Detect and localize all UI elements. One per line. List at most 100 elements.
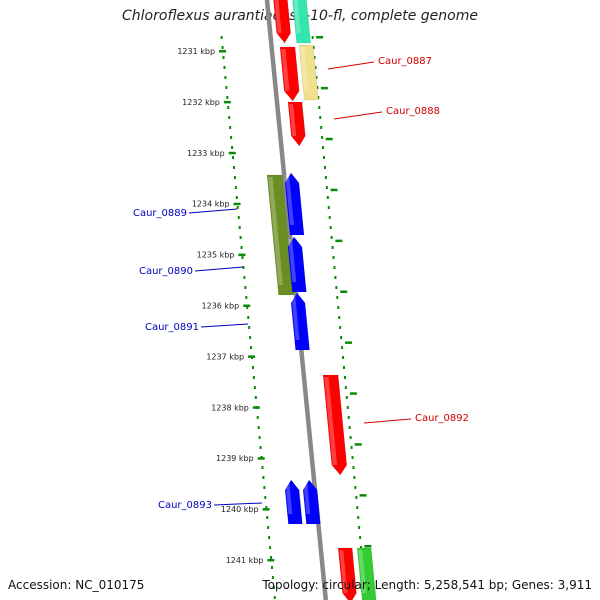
track-dot	[332, 256, 335, 259]
tick-mark-right	[316, 36, 324, 39]
track-dot	[335, 286, 338, 289]
track-dot	[248, 326, 251, 329]
track-dot	[359, 536, 362, 539]
track-dot	[232, 166, 235, 169]
track-dot	[337, 306, 340, 309]
tick-mark	[233, 202, 241, 206]
track-dot	[360, 546, 363, 549]
gene-caur-0890[interactable]	[287, 236, 307, 293]
track-dot	[323, 166, 326, 169]
tick-label: 1234 kbp	[192, 200, 230, 209]
gene-label[interactable]: Caur_0889	[133, 208, 187, 219]
track-dot	[261, 466, 264, 469]
track-dot	[341, 346, 344, 349]
track-dot	[321, 136, 324, 139]
track-dot	[249, 336, 252, 339]
track-dot	[357, 516, 360, 519]
track-dot	[313, 56, 316, 59]
gene-caur-0889[interactable]	[284, 172, 305, 236]
gene-label[interactable]: Caur_0888	[386, 106, 440, 117]
track-dot	[329, 226, 332, 229]
tick-label: 1238 kbp	[211, 403, 249, 412]
track-dot	[318, 106, 321, 109]
track-dot	[225, 86, 228, 89]
tick-label: 1241 kbp	[226, 556, 264, 565]
gene-caur-0887[interactable]	[279, 46, 300, 102]
gene-bottom-red[interactable]	[337, 547, 357, 600]
gene-caur-0893b[interactable]	[302, 479, 321, 525]
label-leader	[327, 61, 375, 70]
track-dot	[240, 246, 243, 249]
track-dot	[259, 446, 262, 449]
track-dot	[254, 396, 257, 399]
gene-top-pale[interactable]	[298, 44, 319, 101]
track-dot	[258, 436, 261, 439]
track-dot	[319, 116, 322, 119]
track-dot	[220, 36, 223, 39]
gene-caur-0891[interactable]	[290, 292, 310, 351]
track-dot	[229, 126, 232, 129]
track-dot	[339, 326, 342, 329]
track-dot	[256, 416, 259, 419]
track-dot	[262, 476, 265, 479]
track-dot	[257, 426, 260, 429]
track-dot	[338, 316, 341, 319]
track-dot	[272, 586, 275, 589]
gene-label[interactable]: Caur_0890	[139, 266, 193, 277]
track-dot	[322, 146, 325, 149]
gene-caur-0892[interactable]	[322, 374, 348, 476]
gene-label[interactable]: Caur_0887	[378, 56, 432, 67]
tick-label: 1233 kbp	[187, 149, 225, 158]
track-dot	[231, 146, 234, 149]
label-leader	[200, 323, 249, 328]
tick-label: 1237 kbp	[206, 352, 244, 361]
tick-label: 1235 kbp	[197, 251, 235, 260]
gene-label[interactable]: Caur_0891	[145, 322, 199, 333]
track-dot	[327, 206, 330, 209]
track-dot	[317, 96, 320, 99]
track-dot	[355, 496, 358, 499]
track-dot	[315, 76, 318, 79]
gene-bottom-green[interactable]	[356, 547, 377, 600]
accession-text: Accession: NC_010175	[8, 578, 145, 592]
track-dot	[237, 216, 240, 219]
tick-mark-right	[340, 290, 348, 293]
track-dot	[244, 286, 247, 289]
track-dot	[356, 506, 359, 509]
track-dot	[330, 236, 333, 239]
tick-label: 1240 kbp	[221, 505, 259, 514]
track-dot	[314, 66, 317, 69]
gene-top-red[interactable]	[272, 0, 292, 44]
track-dot	[222, 56, 225, 59]
gene-caur-0888[interactable]	[287, 101, 306, 147]
gene-top-aqua[interactable]	[291, 0, 311, 44]
track-dot	[342, 356, 345, 359]
tick-mark	[267, 559, 275, 562]
track-dot	[230, 136, 233, 139]
track-dot	[333, 266, 336, 269]
tick-mark	[252, 406, 260, 409]
track-dot	[232, 156, 235, 159]
gene-olive[interactable]	[266, 174, 294, 296]
gene-caur-0893a[interactable]	[284, 479, 303, 525]
track-dot	[234, 186, 237, 189]
track-dot	[270, 556, 273, 559]
label-leader	[188, 208, 238, 214]
track-dot	[348, 426, 351, 429]
track-dot	[358, 526, 361, 529]
track-dot	[328, 216, 331, 219]
track-dot	[236, 206, 239, 209]
tick-mark-right	[320, 86, 328, 90]
track-dot	[239, 236, 242, 239]
track-dot	[266, 516, 269, 519]
track-dot	[247, 316, 250, 319]
tick-mark	[262, 508, 270, 511]
gene-label[interactable]: Caur_0892	[415, 413, 469, 424]
tick-mark	[248, 355, 256, 358]
track-dot	[224, 76, 227, 79]
track-dot	[268, 536, 271, 539]
gene-label[interactable]: Caur_0893	[158, 500, 212, 511]
scale-ticks: 1231 kbp 1232 kbp 1233 kbp 1234 kbp 1235 kbp…	[177, 36, 372, 565]
tick-mark-right	[330, 188, 338, 192]
